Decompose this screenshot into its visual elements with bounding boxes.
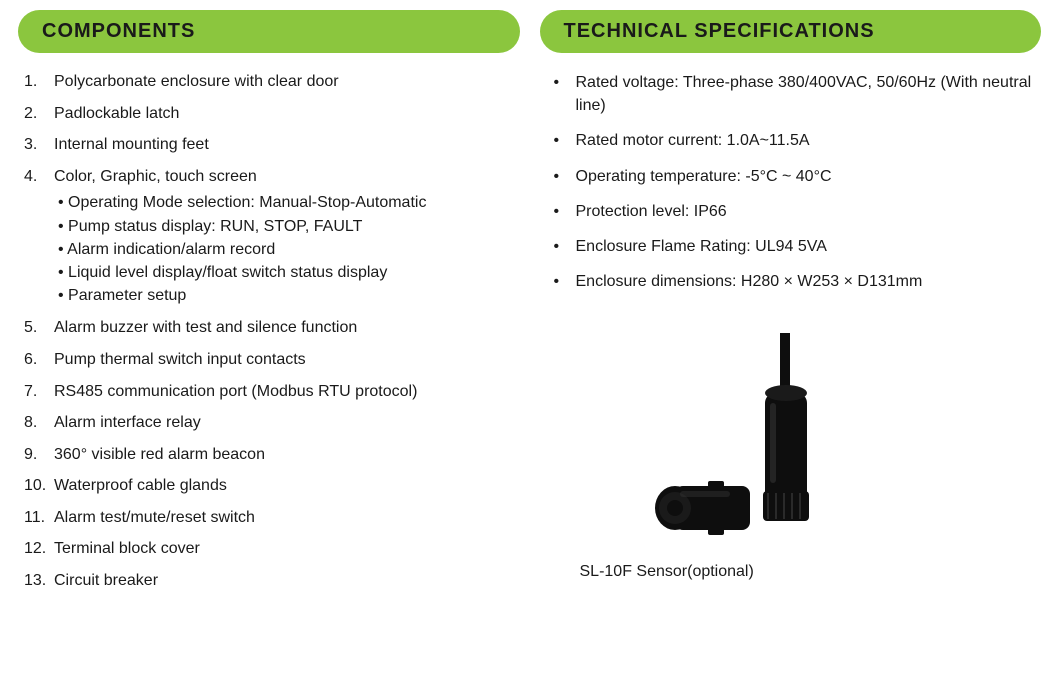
specs-list: Rated voltage: Three-phase 380/400VAC, 5… bbox=[540, 71, 1042, 293]
component-item: Alarm interface relay bbox=[24, 412, 520, 434]
component-sublist: Operating Mode selection: Manual-Stop-Au… bbox=[54, 191, 520, 307]
sensor-caption: SL-10F Sensor(optional) bbox=[580, 563, 1042, 581]
component-text: 360° visible red alarm beacon bbox=[54, 446, 265, 463]
component-subitem: Alarm indication/alarm record bbox=[54, 238, 520, 261]
components-heading: COMPONENTS bbox=[42, 20, 496, 43]
component-subitem: Pump status display: RUN, STOP, FAULT bbox=[54, 215, 520, 238]
spec-item: Rated voltage: Three-phase 380/400VAC, 5… bbox=[546, 71, 1042, 117]
spec-item: Rated motor current: 1.0A~11.5A bbox=[546, 129, 1042, 152]
component-item: Color, Graphic, touch screen Operating M… bbox=[24, 166, 520, 308]
component-item: Polycarbonate enclosure with clear door bbox=[24, 71, 520, 93]
spec-item: Enclosure dimensions: H280 × W253 × D131… bbox=[546, 270, 1042, 293]
component-text: Alarm buzzer with test and silence funct… bbox=[54, 319, 357, 336]
spec-item: Enclosure Flame Rating: UL94 5VA bbox=[546, 235, 1042, 258]
component-item: Waterproof cable glands bbox=[24, 475, 520, 497]
component-subitem: Liquid level display/float switch status… bbox=[54, 261, 520, 284]
components-column: COMPONENTS Polycarbonate enclosure with … bbox=[18, 10, 520, 602]
sensor-image bbox=[580, 333, 860, 553]
components-list: Polycarbonate enclosure with clear door … bbox=[18, 71, 520, 592]
component-text: Internal mounting feet bbox=[54, 136, 209, 153]
component-text: Color, Graphic, touch screen bbox=[54, 168, 257, 185]
component-item: RS485 communication port (Modbus RTU pro… bbox=[24, 381, 520, 403]
component-text: Pump thermal switch input contacts bbox=[54, 351, 306, 368]
component-item: Circuit breaker bbox=[24, 570, 520, 592]
component-text: RS485 communication port (Modbus RTU pro… bbox=[54, 383, 417, 400]
specs-heading: TECHNICAL SPECIFICATIONS bbox=[564, 20, 1018, 43]
component-text: Polycarbonate enclosure with clear door bbox=[54, 73, 339, 90]
component-item: Internal mounting feet bbox=[24, 134, 520, 156]
components-header-pill: COMPONENTS bbox=[18, 10, 520, 53]
component-item: Alarm buzzer with test and silence funct… bbox=[24, 317, 520, 339]
spec-item: Protection level: IP66 bbox=[546, 200, 1042, 223]
component-item: Padlockable latch bbox=[24, 103, 520, 125]
component-text: Terminal block cover bbox=[54, 540, 200, 557]
specs-column: TECHNICAL SPECIFICATIONS Rated voltage: … bbox=[540, 10, 1042, 602]
sensor-figure: SL-10F Sensor(optional) bbox=[540, 333, 1042, 581]
component-text: Padlockable latch bbox=[54, 105, 179, 122]
component-text: Waterproof cable glands bbox=[54, 477, 227, 494]
component-item: 360° visible red alarm beacon bbox=[24, 444, 520, 466]
specs-header-pill: TECHNICAL SPECIFICATIONS bbox=[540, 10, 1042, 53]
component-subitem: Operating Mode selection: Manual-Stop-Au… bbox=[54, 191, 520, 214]
component-item: Pump thermal switch input contacts bbox=[24, 349, 520, 371]
component-subitem: Parameter setup bbox=[54, 284, 520, 307]
component-item: Terminal block cover bbox=[24, 538, 520, 560]
component-text: Circuit breaker bbox=[54, 572, 158, 589]
page-container: COMPONENTS Polycarbonate enclosure with … bbox=[0, 0, 1059, 612]
component-text: Alarm test/mute/reset switch bbox=[54, 509, 255, 526]
component-item: Alarm test/mute/reset switch bbox=[24, 507, 520, 529]
spec-item: Operating temperature: -5°C ~ 40°C bbox=[546, 165, 1042, 188]
component-text: Alarm interface relay bbox=[54, 414, 201, 431]
